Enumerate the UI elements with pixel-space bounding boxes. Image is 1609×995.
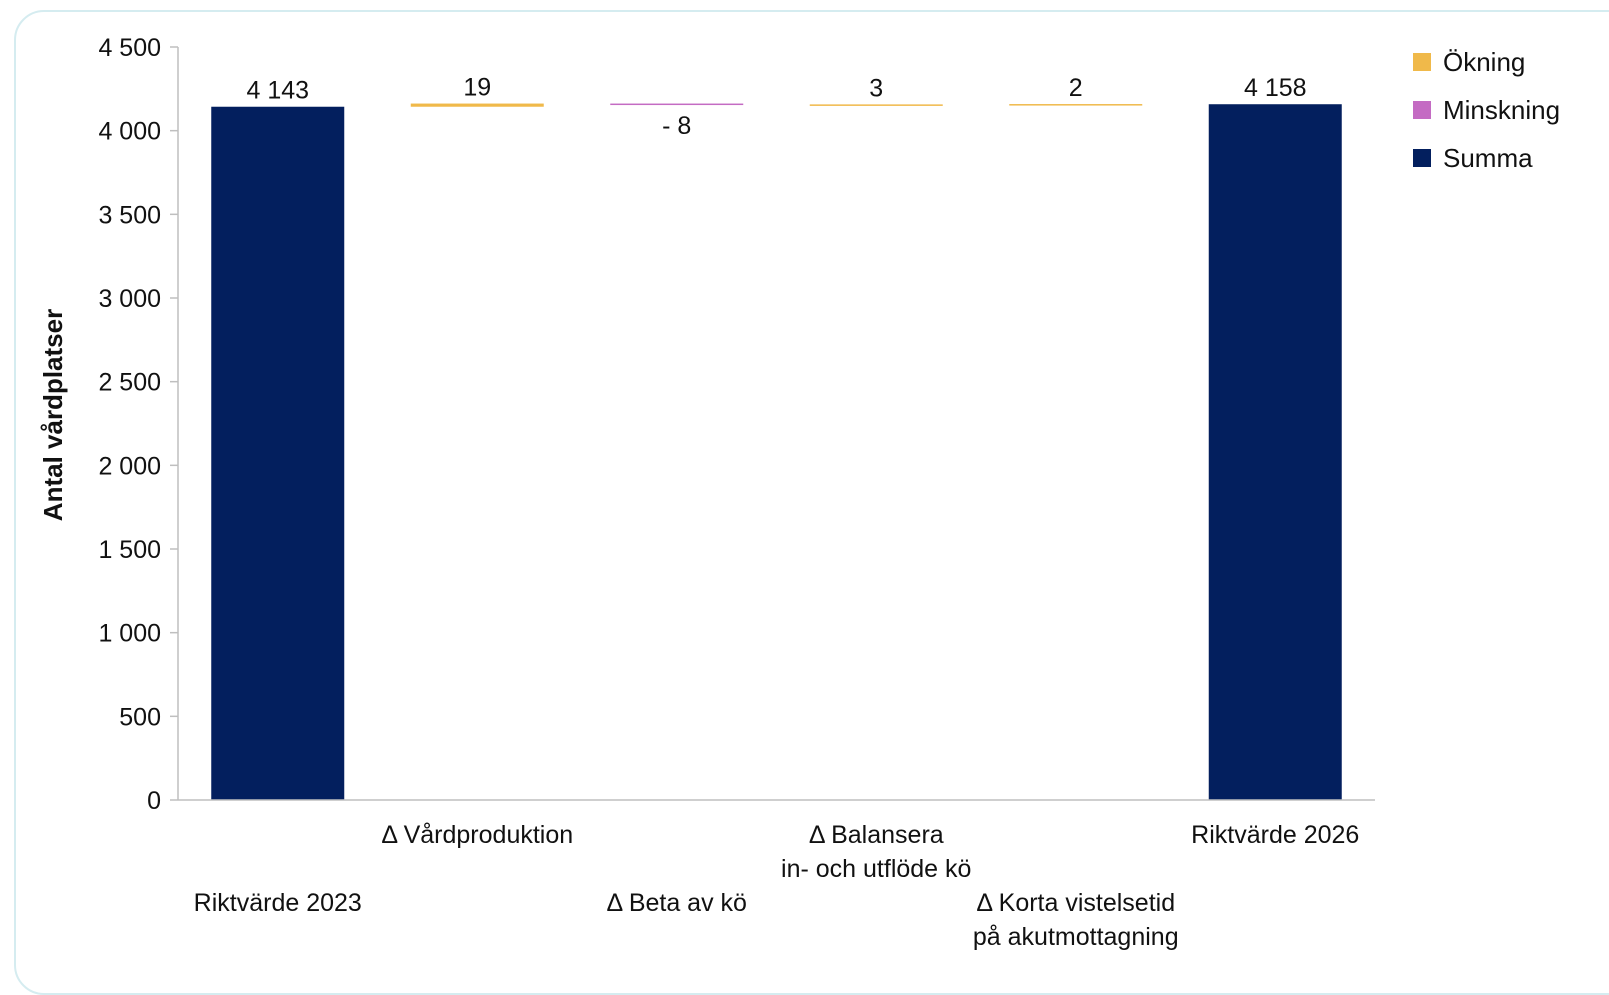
y-tick-label: 500 — [119, 703, 161, 731]
y-tick-label: 3 000 — [98, 285, 161, 313]
y-tick-label: 2 000 — [98, 452, 161, 480]
legend-label: Summa — [1443, 143, 1533, 173]
x-tick-label: på akutmottagning — [973, 923, 1179, 951]
y-tick-label: 1 000 — [98, 620, 161, 648]
bar-decrease — [610, 103, 744, 106]
data-label: 2 — [1069, 74, 1083, 102]
legend-swatch-total — [1413, 149, 1431, 167]
data-labels: 4 143 19 - 8 3 2 4 158 — [246, 74, 1306, 140]
y-tick-label: 0 — [147, 787, 161, 815]
legend-swatch-increase — [1413, 53, 1431, 71]
data-label: 4 158 — [1244, 74, 1307, 102]
legend-swatch-decrease — [1413, 101, 1431, 119]
bar-increase — [1009, 104, 1143, 106]
x-axis: Riktvärde 2023 Δ Vårdproduktion Δ Beta av … — [178, 799, 1375, 951]
data-label: 4 143 — [246, 77, 309, 105]
bar-total — [1208, 104, 1342, 800]
bar-total — [211, 106, 345, 801]
x-tick-label: Δ Vårdproduktion — [381, 821, 573, 849]
y-tick-label: 2 500 — [98, 369, 161, 397]
bars — [211, 103, 1342, 801]
legend-label: Minskning — [1443, 95, 1560, 125]
x-tick-label: Δ Balansera — [809, 821, 944, 849]
x-tick-label: Riktvärde 2023 — [194, 889, 362, 917]
bar-increase — [410, 103, 544, 107]
x-tick-label: Riktvärde 2026 — [1191, 821, 1359, 849]
y-tick-label: 1 500 — [98, 536, 161, 564]
legend: Ökning Minskning Summa — [1413, 47, 1560, 173]
y-axis: 0 500 1 000 1 500 2 000 2 500 3 000 3 500 4 000 4… — [98, 34, 179, 815]
x-tick-label: in- och utflöde kö — [781, 855, 971, 883]
y-tick-label: 4 000 — [98, 118, 161, 146]
x-tick-label: Δ Korta vistelsetid — [976, 889, 1175, 917]
y-tick-label: 4 500 — [98, 34, 161, 62]
x-tick-label: Δ Beta av kö — [607, 889, 747, 917]
waterfall-chart: 0 500 1 000 1 500 2 000 2 500 3 000 3 500 4 000 4… — [38, 34, 1560, 951]
y-axis-title: Antal vårdplatser — [38, 309, 68, 521]
legend-label: Ökning — [1443, 47, 1525, 77]
data-label: 3 — [869, 74, 883, 102]
bar-increase — [809, 104, 943, 106]
data-label: - 8 — [662, 112, 691, 140]
data-label: 19 — [463, 74, 491, 102]
y-tick-label: 3 500 — [98, 201, 161, 229]
